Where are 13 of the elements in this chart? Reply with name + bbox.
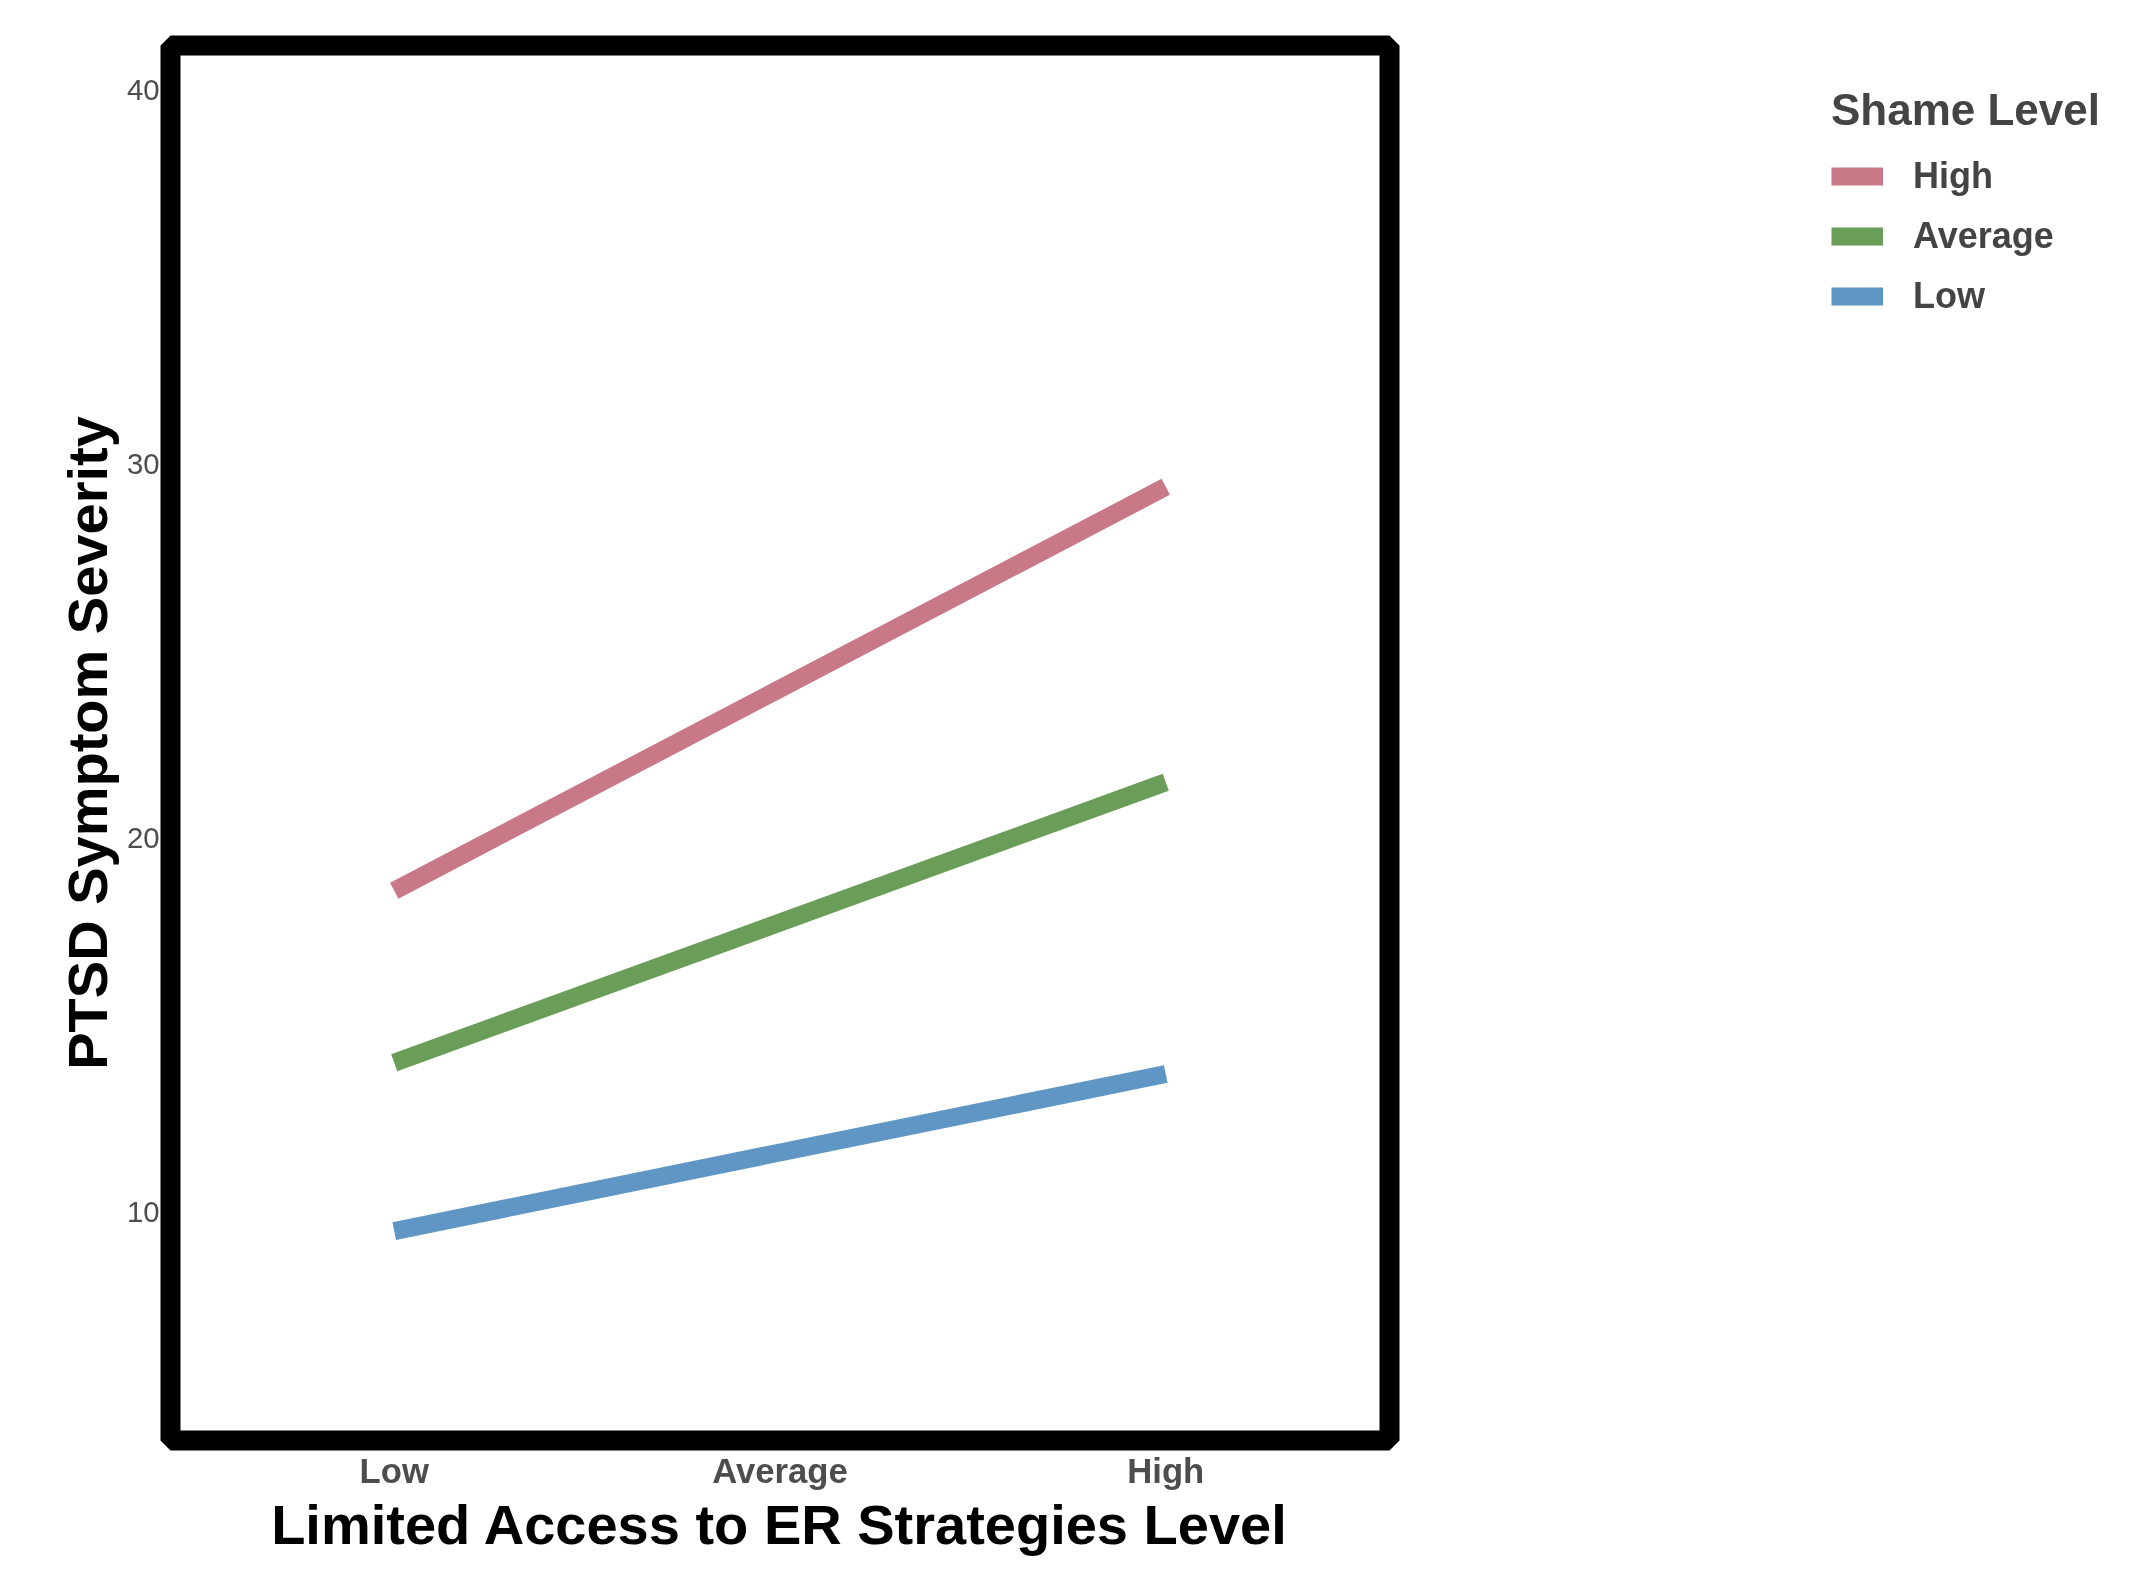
y-tick-label: 20 <box>126 821 160 855</box>
x-tick-label: Average <box>712 1451 848 1490</box>
legend-label: Low <box>1912 275 1985 317</box>
legend-label: High <box>1912 155 1993 197</box>
x-tick-label: High <box>1127 1451 1205 1490</box>
y-tick-label: 10 <box>126 1195 160 1229</box>
legend-label: Average <box>1912 215 2054 257</box>
x-axis-title: Limited Access to ER Strategies Level <box>271 1492 1287 1556</box>
y-tick-label: 30 <box>126 447 160 481</box>
legend-title: Shame Level <box>1830 85 2100 135</box>
y-axis-title: PTSD Symptom Severity <box>55 416 119 1070</box>
y-tick-label: 40 <box>126 73 160 107</box>
x-tick-label: Low <box>359 1451 430 1490</box>
